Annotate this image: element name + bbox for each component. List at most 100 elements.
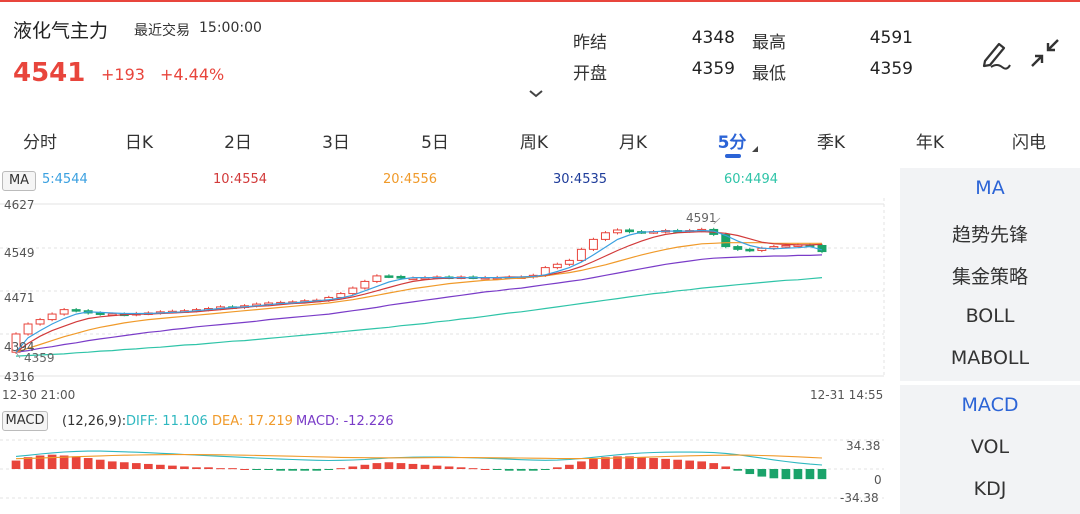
tab-intraday[interactable]: 分时	[23, 133, 57, 153]
ma30-line	[15, 254, 823, 353]
ma5-legend: 5:4544	[42, 172, 88, 187]
candle-body	[600, 232, 610, 240]
macd-bar	[685, 460, 694, 469]
tab-daily-k[interactable]: 日K	[124, 133, 154, 153]
macd-bar	[384, 462, 394, 469]
candle-body	[59, 309, 69, 315]
macd-bar	[156, 464, 165, 469]
tab-3day[interactable]: 3日	[322, 133, 350, 153]
open-label: 开盘	[573, 64, 607, 84]
candle-body	[47, 313, 57, 321]
last-trade-label: 最近交易	[134, 23, 190, 39]
macd-bar	[107, 461, 117, 469]
top-accent-line	[0, 0, 1080, 2]
macd-bar	[781, 469, 791, 480]
macd-bar	[276, 469, 285, 471]
candle-body	[564, 259, 574, 265]
high-label: 最高	[752, 33, 786, 53]
chevron-down-icon[interactable]	[527, 88, 545, 100]
macd-bar	[47, 454, 57, 469]
macd-badge[interactable]: MACD	[2, 411, 48, 431]
macd-bar	[408, 463, 418, 469]
prev-close-value: 4348	[691, 28, 735, 48]
chart-grid	[0, 198, 885, 378]
macd-params: (12,26,9):	[62, 414, 127, 429]
macd-bar	[697, 461, 707, 469]
macd-bar	[336, 468, 346, 470]
macd-bar	[565, 464, 574, 469]
ma-badge[interactable]: MA	[2, 171, 36, 191]
tab-flash[interactable]: 闪电	[1012, 133, 1046, 153]
tab-monthly-k[interactable]: 月K	[618, 133, 648, 153]
active-tab-indicator	[725, 154, 741, 158]
macd-bar	[757, 469, 767, 477]
macd-bar	[805, 469, 815, 480]
price-tick-4627: 4627	[4, 198, 35, 212]
macd-bar	[252, 469, 261, 470]
macd-bar	[540, 469, 550, 470]
macd-bar	[793, 469, 803, 480]
macd-bar	[553, 467, 562, 469]
candle-body	[721, 233, 731, 248]
macd-bar	[745, 469, 755, 475]
indicator-maboll[interactable]: MABOLL	[950, 347, 1030, 369]
macd-axis-top: 34.38	[846, 439, 881, 453]
indicator-trend-pioneer[interactable]: 趋势先锋	[951, 224, 1028, 246]
macd-bar	[35, 455, 45, 469]
macd-bar	[83, 458, 93, 469]
open-value: 4359	[691, 59, 735, 79]
indicator-fund-strategy[interactable]: 集金策略	[951, 266, 1028, 288]
tab-2day[interactable]: 2日	[224, 133, 252, 153]
indicator-macd[interactable]: MACD	[961, 394, 1019, 416]
candle-body	[23, 323, 33, 335]
collapse-arrows-icon[interactable]	[1028, 36, 1062, 70]
price-tick-4471: 4471	[4, 291, 35, 305]
ma10-legend: 10:4554	[213, 172, 268, 187]
macd-bar	[264, 469, 273, 470]
tab-yearly-k[interactable]: 年K	[915, 133, 945, 153]
macd-diff-value: DIFF: 11.106	[126, 414, 208, 429]
macd-axis-zero: 0	[874, 473, 882, 487]
indicator-vol[interactable]: VOL	[970, 436, 1010, 458]
candle-body	[625, 229, 634, 233]
macd-bar	[204, 467, 213, 469]
tab-5day[interactable]: 5日	[421, 133, 449, 153]
ma20-line	[15, 242, 822, 353]
kline-chart[interactable]	[0, 168, 900, 514]
pen-icon[interactable]	[977, 36, 1011, 70]
macd-bar	[324, 469, 334, 470]
macd-bar	[601, 457, 610, 469]
macd-bar	[817, 469, 827, 480]
macd-bar	[516, 469, 526, 471]
macd-bar	[733, 469, 743, 471]
macd-bar	[492, 469, 502, 470]
candle-body	[95, 312, 105, 315]
tab-quarterly-k[interactable]: 季K	[816, 133, 846, 153]
candle-body	[348, 287, 358, 295]
ma60-line	[15, 277, 823, 357]
macd-bar	[721, 466, 731, 469]
macd-bar	[444, 466, 454, 469]
candle-body	[781, 244, 791, 248]
candle-body	[360, 280, 370, 289]
prev-close-label: 昨结	[573, 33, 607, 53]
macd-bar	[504, 469, 514, 471]
candle-body	[35, 319, 45, 325]
indicator-boll[interactable]: BOLL	[965, 305, 1015, 327]
low-label: 最低	[752, 64, 786, 84]
indicator-ma[interactable]: MA	[975, 177, 1005, 199]
macd-bar	[59, 455, 69, 469]
macd-diff-line	[15, 450, 823, 466]
macd-bar	[11, 460, 21, 469]
price-tick-4549: 4549	[4, 246, 35, 260]
tab-weekly-k[interactable]: 周K	[519, 133, 549, 153]
last-trade-time: 15:00:00	[199, 20, 262, 36]
macd-bar	[468, 468, 478, 470]
period-caret-icon[interactable]	[752, 146, 758, 152]
indicator-kdj[interactable]: KDJ	[973, 478, 1007, 500]
tab-5min[interactable]: 5分	[717, 133, 747, 153]
ma20-legend: 20:4556	[383, 172, 438, 187]
macd-bar	[23, 457, 33, 469]
time-end-label: 12-31 14:55	[810, 388, 884, 402]
macd-bar	[637, 457, 646, 469]
